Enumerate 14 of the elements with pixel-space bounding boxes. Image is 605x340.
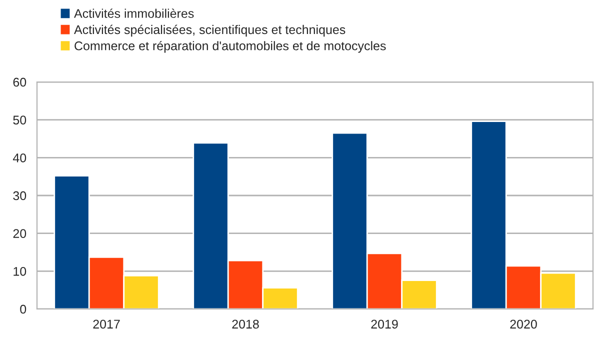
- y-tick-label: 0: [20, 304, 26, 314]
- x-tick-label: 2017: [93, 320, 120, 329]
- x-tick-label: 2019: [371, 320, 398, 329]
- y-tick-label: 20: [13, 229, 26, 238]
- y-tick-label: 50: [13, 116, 26, 124]
- x-tick-label: 2020: [510, 320, 537, 329]
- y-tick-label: 10: [14, 266, 26, 276]
- y-tick-label: 40: [12, 153, 26, 162]
- y-tick-label: 30: [13, 191, 26, 200]
- legend-label: Activités immobilières: [74, 8, 194, 18]
- x-tick-label: 2018: [232, 320, 259, 329]
- legend-label: Commerce et réparation d'automobiles et de motocycles: [74, 40, 386, 53]
- legend-label: Activités spécialisées, scientifiques et techniques: [74, 24, 346, 37]
- y-tick-label: 60: [13, 78, 26, 87]
